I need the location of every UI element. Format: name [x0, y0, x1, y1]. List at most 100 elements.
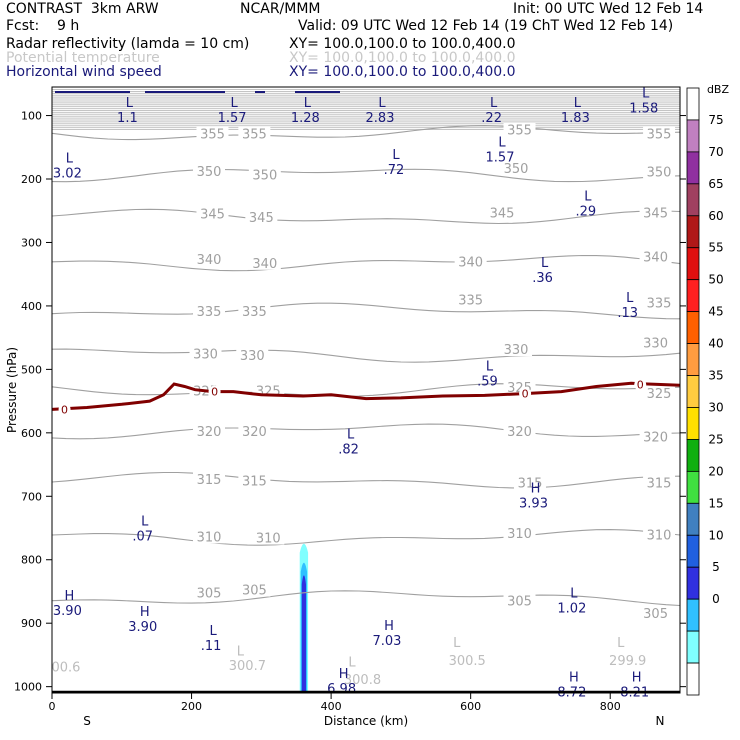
colorbar-swatch — [686, 598, 700, 632]
surface-theta-label: 300.8 — [344, 673, 381, 688]
theta-label: 345 — [643, 207, 668, 222]
theta-label-bg — [643, 475, 676, 490]
wind-extremum-value: 3.90 — [128, 620, 157, 635]
y-axis-title: Pressure (hPa) — [5, 347, 19, 433]
colorbar-swatch — [686, 534, 700, 568]
field-reflectivity-xy: XY= 100.0,100.0 to 100.0,400.0 — [289, 36, 516, 52]
theta-label-bg — [193, 529, 225, 544]
theta-label-bg — [503, 593, 536, 608]
wind-extremum-value: .13 — [617, 306, 638, 321]
colorbar-swatch — [686, 470, 700, 504]
colorbar-swatch — [686, 375, 700, 408]
field-theta-label: Potential temperature — [6, 50, 160, 66]
surface-theta-label: L — [453, 636, 461, 651]
wind-extremum-kind: L — [626, 291, 634, 306]
theta-label-bg — [193, 472, 225, 487]
theta-label: 335 — [458, 294, 483, 309]
wind-extremum-kind: L — [210, 624, 218, 639]
theta-label: 320 — [643, 431, 668, 446]
theta-label: 310 — [197, 530, 222, 545]
header-valid: Valid: 09 UTC Wed 12 Feb 14 (19 ChT Wed … — [298, 18, 674, 34]
theta-label-bg — [196, 206, 229, 221]
wind-extremum-kind: L — [304, 96, 312, 111]
zero-label-bg — [634, 378, 647, 391]
reflectivity-layer — [299, 543, 309, 692]
theta-label-bg — [236, 347, 269, 362]
wind-extremum-value: 1.1 — [117, 111, 138, 126]
theta-label-bg — [639, 429, 672, 444]
header-center: NCAR/MMM — [240, 1, 321, 17]
theta-label-bg — [503, 423, 536, 438]
y-tick-label: 800 — [21, 554, 42, 567]
colorbar-swatch — [686, 343, 700, 376]
surface-theta-label: L — [348, 655, 356, 670]
theta-label-bg — [193, 163, 225, 178]
theta-contour — [51, 590, 681, 607]
theta-label-bg — [196, 126, 229, 141]
theta-label: 305 — [507, 594, 532, 609]
wind-extremum-value: 3.90 — [53, 604, 82, 619]
theta-label-bg — [193, 423, 225, 438]
y-tick-label: 700 — [21, 490, 42, 503]
theta-contour — [51, 383, 681, 397]
wind-extremum-kind: L — [541, 256, 549, 271]
theta-layer: 355 355 355 355 350 350 350 350 345 345 345 345 340 3… — [51, 89, 681, 688]
zero-label-bg — [208, 385, 221, 398]
theta-label-bg — [643, 385, 676, 400]
theta-label: 350 — [647, 165, 672, 180]
theta-contour — [51, 168, 681, 183]
field-wind-xy: XY= 100.0,100.0 to 100.0,400.0 — [289, 64, 516, 80]
theta-label: 335 — [647, 297, 672, 312]
theta-label: 335 — [242, 305, 267, 320]
theta-label: 320 — [197, 425, 222, 440]
theta-label: 345 — [249, 211, 274, 226]
theta-contour — [51, 125, 681, 141]
colorbar-level: 20 — [708, 464, 723, 478]
colorbar-swatch — [686, 502, 700, 536]
theta-contour — [51, 208, 681, 225]
theta-label-bg — [454, 292, 487, 307]
wind-extremum-value: 1.57 — [218, 111, 247, 126]
theta-label-bg — [513, 475, 546, 490]
colorbar-level: 65 — [708, 177, 723, 191]
colorbar-swatch — [686, 662, 700, 696]
zero-label: 0 — [637, 379, 644, 392]
colorbar-unit: dBZ — [707, 83, 730, 96]
colorbar-level: 25 — [708, 432, 723, 446]
colorbar-level: 40 — [708, 337, 723, 351]
reflectivity-15dbz — [301, 575, 306, 692]
colorbar-level: 0 — [712, 592, 720, 606]
surface-theta-label: 299.9 — [609, 654, 646, 669]
colorbar-swatch — [686, 183, 700, 217]
x-tick-label: 200 — [181, 700, 202, 713]
colorbar-level: 30 — [708, 400, 723, 414]
surface-theta-label: 300.7 — [229, 659, 266, 674]
theta-contour — [51, 254, 681, 272]
wind-extremum-value: 1.02 — [557, 602, 586, 617]
theta-label: 340 — [252, 257, 277, 272]
theta-label-bg — [643, 164, 676, 179]
y-tick-label: 1000 — [14, 681, 42, 694]
colorbar-level: 10 — [708, 528, 723, 542]
colorbar-swatch — [686, 215, 700, 249]
theta-label-bg — [193, 303, 225, 318]
y-tick-label: 300 — [21, 236, 42, 249]
theta-label: 305 — [197, 587, 222, 602]
wind-layer: L1.1L1.57L1.28L2.83L.22L1.83L1.58L3.02L.… — [53, 87, 658, 701]
x-tick-label: 0 — [49, 700, 56, 713]
theta-label: 345 — [200, 207, 225, 222]
surface-theta-label: 00.6 — [51, 660, 80, 675]
theta-contour — [51, 302, 681, 320]
colorbar-level: 55 — [708, 241, 723, 255]
theta-contour — [51, 423, 681, 440]
theta-label-bg — [189, 346, 222, 361]
surface-theta-label: L — [237, 644, 245, 659]
theta-label-bg — [193, 251, 225, 266]
theta-label-bg — [486, 205, 519, 220]
wind-extremum-kind: H — [531, 481, 541, 496]
theta-label: 315 — [518, 476, 543, 491]
colorbar-swatch — [686, 279, 700, 313]
plot-frame — [51, 86, 681, 694]
wind-extremum-value: .11 — [201, 639, 222, 654]
wind-extremum-kind: H — [569, 670, 579, 685]
